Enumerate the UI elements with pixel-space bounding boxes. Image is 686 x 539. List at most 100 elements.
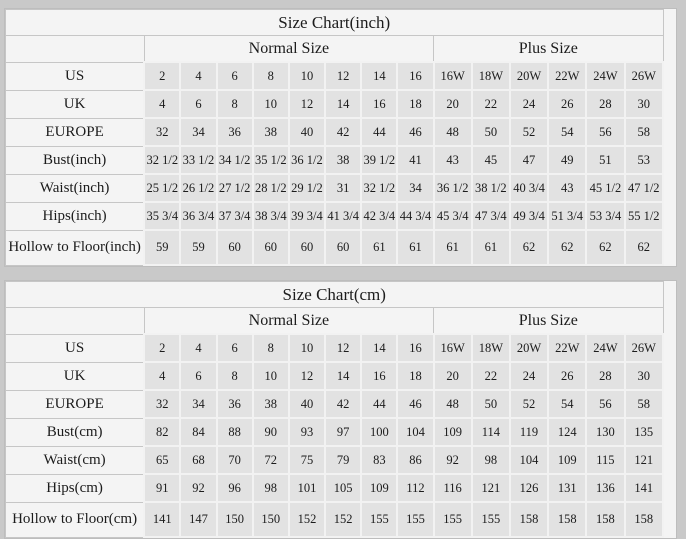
size-value-cell: 38 3/4 bbox=[251, 201, 290, 231]
size-value-cell: 39 3/4 bbox=[287, 201, 327, 231]
size-value-cell: 28 1/2 bbox=[251, 173, 290, 203]
size-value-cell: 150 bbox=[251, 501, 290, 538]
table-row: UK 4 6 8 10 12 14 16 18 20 22 24 26 28 30 bbox=[5, 89, 665, 119]
size-value-cell: 4 bbox=[179, 333, 218, 363]
size-value-cell: 6 bbox=[215, 61, 254, 91]
row-label: Hollow to Floor(cm) bbox=[5, 501, 145, 538]
size-value-cell: 53 3/4 bbox=[585, 201, 626, 231]
size-value-cell: 46 bbox=[396, 389, 435, 419]
size-value-cell: 58 bbox=[623, 117, 665, 147]
size-value-cell: 75 bbox=[287, 445, 327, 475]
size-value-cell: 55 1/2 bbox=[623, 201, 665, 231]
size-value-cell: 30 bbox=[623, 89, 665, 119]
size-value-cell: 10 bbox=[251, 361, 290, 391]
size-value-cell: 35 3/4 bbox=[143, 201, 182, 231]
size-value-cell: 6 bbox=[215, 333, 254, 363]
size-value-cell: 104 bbox=[508, 445, 550, 475]
size-value-cell: 141 bbox=[143, 501, 182, 538]
size-value-cell: 48 bbox=[432, 389, 473, 419]
size-value-cell: 115 bbox=[585, 445, 626, 475]
size-value-cell: 8 bbox=[251, 333, 290, 363]
size-value-cell: 43 bbox=[432, 145, 473, 175]
size-value-cell: 34 bbox=[396, 173, 435, 203]
size-value-cell: 8 bbox=[215, 361, 254, 391]
table-row: EUROPE 32 34 36 38 40 42 44 46 48 50 52 54 56 58 bbox=[5, 117, 665, 147]
size-value-cell: 30 bbox=[623, 361, 665, 391]
row-label: US bbox=[5, 61, 145, 91]
size-value-cell: 54 bbox=[547, 117, 588, 147]
size-value-cell: 12 bbox=[324, 61, 363, 91]
size-value-cell: 36 bbox=[215, 389, 254, 419]
table-title: Size Chart(cm) bbox=[5, 281, 664, 308]
size-value-cell: 136 bbox=[585, 473, 626, 503]
size-value-cell: 2 bbox=[143, 333, 182, 363]
size-chart-inch-container: Size Chart(inch) Normal Size Plus Size US 2 4… bbox=[4, 8, 677, 267]
size-value-cell: 10 bbox=[287, 61, 327, 91]
size-value-cell: 121 bbox=[470, 473, 511, 503]
size-value-cell: 26 bbox=[547, 361, 588, 391]
size-value-cell: 12 bbox=[287, 361, 327, 391]
size-value-cell: 130 bbox=[585, 417, 626, 447]
size-value-cell: 56 bbox=[585, 389, 626, 419]
size-value-cell: 32 1/2 bbox=[360, 173, 399, 203]
size-value-cell: 42 bbox=[324, 389, 363, 419]
row-label: UK bbox=[5, 89, 145, 119]
size-value-cell: 147 bbox=[179, 501, 218, 538]
size-value-cell: 20W bbox=[508, 333, 550, 363]
size-value-cell: 158 bbox=[585, 501, 626, 538]
size-value-cell: 79 bbox=[324, 445, 363, 475]
title-row: Size Chart(inch) bbox=[5, 9, 664, 36]
row-label: Hips(inch) bbox=[5, 201, 145, 231]
row-label: EUROPE bbox=[5, 389, 145, 419]
size-value-cell: 45 3/4 bbox=[432, 201, 473, 231]
size-value-cell: 51 3/4 bbox=[547, 201, 588, 231]
normal-size-header: Normal Size bbox=[143, 307, 435, 335]
size-value-cell: 83 bbox=[360, 445, 399, 475]
size-value-cell: 86 bbox=[396, 445, 435, 475]
table-title: Size Chart(inch) bbox=[5, 9, 664, 36]
size-value-cell: 109 bbox=[360, 473, 399, 503]
size-value-cell: 18W bbox=[470, 333, 511, 363]
size-value-cell: 114 bbox=[470, 417, 511, 447]
plus-size-header: Plus Size bbox=[433, 35, 664, 63]
size-chart-table-0: Size Chart(inch) Normal Size Plus Size US 2 4… bbox=[5, 9, 665, 266]
size-value-cell: 22 bbox=[470, 89, 511, 119]
size-value-cell: 152 bbox=[324, 501, 363, 538]
size-value-cell: 34 bbox=[179, 117, 218, 147]
size-value-cell: 22W bbox=[547, 333, 588, 363]
row-label: Hollow to Floor(inch) bbox=[5, 229, 145, 266]
size-value-cell: 92 bbox=[432, 445, 473, 475]
size-value-cell: 35 1/2 bbox=[251, 145, 290, 175]
size-value-cell: 158 bbox=[623, 501, 665, 538]
size-value-cell: 61 bbox=[360, 229, 399, 266]
size-value-cell: 59 bbox=[143, 229, 182, 266]
size-value-cell: 26 1/2 bbox=[179, 173, 218, 203]
size-value-cell: 90 bbox=[251, 417, 290, 447]
size-chart-cm-container: Size Chart(cm) Normal Size Plus Size US 2 4 6 8… bbox=[4, 280, 677, 539]
size-value-cell: 47 1/2 bbox=[623, 173, 665, 203]
row-label: Bust(inch) bbox=[5, 145, 145, 175]
size-value-cell: 50 bbox=[470, 389, 511, 419]
size-value-cell: 4 bbox=[143, 89, 182, 119]
group-header-row: Normal Size Plus Size bbox=[5, 307, 664, 335]
size-value-cell: 27 1/2 bbox=[215, 173, 254, 203]
size-value-cell: 61 bbox=[396, 229, 435, 266]
size-value-cell: 91 bbox=[143, 473, 182, 503]
size-value-cell: 10 bbox=[287, 333, 327, 363]
size-value-cell: 8 bbox=[251, 61, 290, 91]
size-value-cell: 45 bbox=[470, 145, 511, 175]
size-value-cell: 93 bbox=[287, 417, 327, 447]
size-value-cell: 26W bbox=[623, 61, 665, 91]
size-value-cell: 14 bbox=[360, 333, 399, 363]
corner-cell bbox=[5, 307, 145, 335]
size-value-cell: 88 bbox=[215, 417, 254, 447]
size-value-cell: 124 bbox=[547, 417, 588, 447]
size-value-cell: 32 bbox=[143, 117, 182, 147]
size-value-cell: 42 3/4 bbox=[360, 201, 399, 231]
size-value-cell: 155 bbox=[470, 501, 511, 538]
size-value-cell: 65 bbox=[143, 445, 182, 475]
size-value-cell: 32 bbox=[143, 389, 182, 419]
size-value-cell: 48 bbox=[432, 117, 473, 147]
size-value-cell: 141 bbox=[623, 473, 665, 503]
